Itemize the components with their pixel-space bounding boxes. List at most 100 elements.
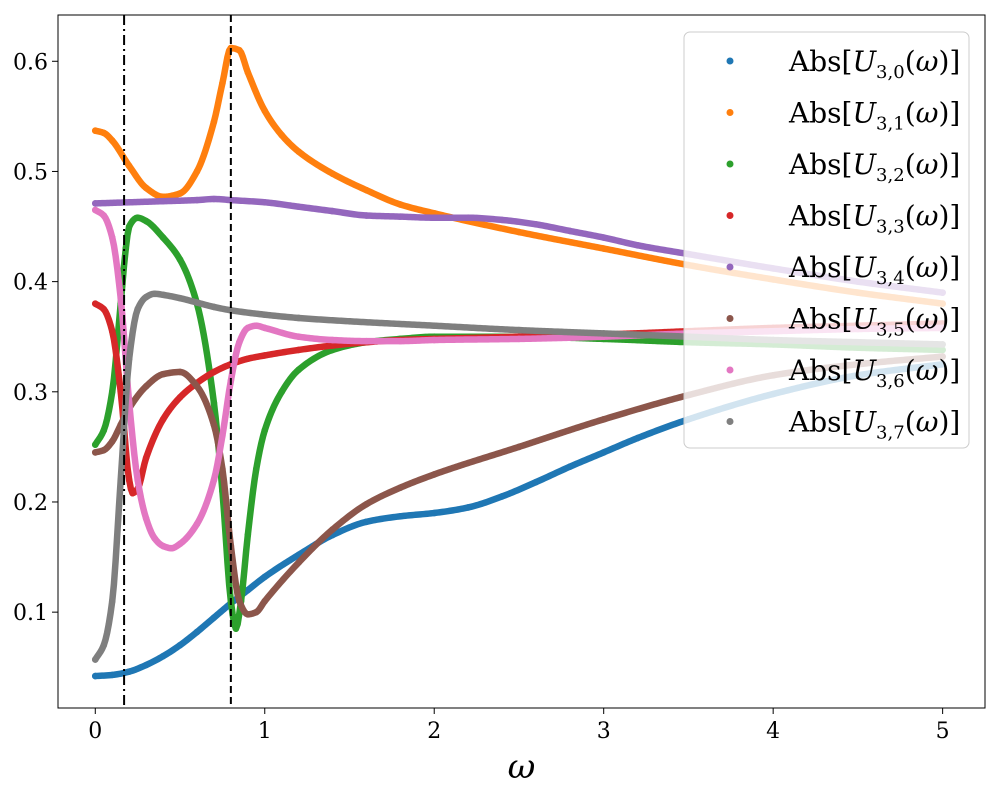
data-point [125, 223, 133, 230]
data-point [159, 291, 167, 299]
data-point [261, 199, 269, 206]
legend-item: Abs[U3,7(ω)] [726, 406, 960, 444]
data-point [566, 227, 574, 235]
data-point [100, 129, 108, 137]
data-point [91, 200, 99, 207]
legend-item: Abs[U3,1(ω)] [726, 97, 960, 135]
data-point [244, 611, 252, 618]
legend-label: Abs[U3,6(ω)] [788, 354, 960, 392]
data-point [176, 394, 184, 401]
data-point [278, 388, 286, 396]
data-point [430, 509, 438, 517]
data-point [295, 346, 302, 354]
data-point [464, 214, 472, 222]
data-point [261, 352, 269, 359]
data-point [210, 476, 218, 484]
data-point [142, 382, 150, 390]
data-point [252, 465, 260, 473]
x-tick-label: 1 [258, 719, 272, 744]
data-point [210, 368, 218, 376]
data-point [210, 399, 218, 407]
data-point [244, 586, 252, 594]
data-point [159, 197, 167, 205]
y-tick-label: 0.4 [13, 271, 48, 296]
data-point [142, 454, 150, 462]
vertical-lines [123, 15, 232, 708]
data-point [125, 162, 133, 170]
data-point [261, 597, 269, 605]
data-point [532, 478, 540, 486]
data-point [219, 432, 226, 440]
legend-label: Abs[U3,5(ω)] [788, 303, 960, 341]
data-point [129, 489, 136, 497]
data-point [363, 212, 370, 219]
data-point [117, 294, 124, 302]
data-point [125, 199, 133, 206]
data-point [232, 625, 240, 632]
data-point [193, 382, 201, 390]
data-point [117, 476, 124, 484]
y-tick-label: 0.2 [13, 491, 48, 516]
data-point [91, 206, 99, 214]
data-point [252, 608, 260, 616]
data-point [125, 355, 133, 363]
data-point [100, 427, 108, 434]
legend-item: Abs[U3,5(ω)] [726, 303, 960, 341]
data-point [219, 465, 226, 473]
data-point [117, 388, 124, 396]
data-point [100, 446, 108, 454]
data-point [210, 421, 218, 429]
data-point [108, 438, 116, 445]
legend-marker [726, 315, 734, 322]
data-point [244, 68, 252, 76]
data-point [151, 535, 158, 542]
data-point [498, 216, 506, 224]
data-point [430, 214, 438, 222]
data-point [600, 234, 607, 241]
data-point [295, 148, 302, 155]
data-point [142, 661, 150, 669]
data-point [193, 168, 201, 175]
x-tick-label: 4 [766, 719, 780, 744]
legend-box [683, 31, 970, 449]
data-point [108, 671, 116, 679]
data-point [134, 305, 141, 313]
data-point [210, 195, 218, 203]
data-point [329, 207, 336, 215]
x-tick-label: 0 [88, 719, 102, 744]
data-point [236, 338, 243, 346]
data-point [566, 463, 574, 471]
legend-item: Abs[U3,4(ω)] [726, 251, 960, 289]
data-point [397, 213, 404, 220]
data-point [397, 484, 404, 491]
data-point [227, 306, 235, 314]
data-point [430, 336, 438, 344]
legend-marker [726, 263, 734, 271]
data-point [159, 542, 167, 550]
data-point [142, 515, 150, 522]
legend-label: Abs[U3,0(ω)] [788, 45, 960, 83]
data-point [329, 170, 336, 177]
y-axis-ticks: 0.1 0.2 0.3 0.4 0.5 0.6 [13, 50, 58, 626]
data-point [159, 234, 167, 241]
legend-label: Abs[U3,7(ω)] [788, 406, 960, 444]
data-point [430, 471, 438, 478]
data-point [236, 597, 243, 605]
x-tick-label: 5 [936, 719, 950, 744]
data-point [397, 201, 404, 208]
data-point [210, 614, 218, 621]
y-tick-label: 0.3 [13, 381, 48, 406]
data-point [176, 256, 184, 263]
data-point [363, 186, 370, 194]
data-point [295, 333, 302, 341]
legend-item: Abs[U3,2(ω)] [726, 148, 960, 186]
data-point [142, 184, 150, 192]
data-point [295, 314, 302, 322]
data-point [397, 337, 404, 345]
x-axis-title: ω [508, 747, 536, 787]
data-point [515, 228, 523, 236]
data-point [91, 441, 99, 448]
data-point [363, 337, 370, 345]
data-point [397, 513, 404, 520]
